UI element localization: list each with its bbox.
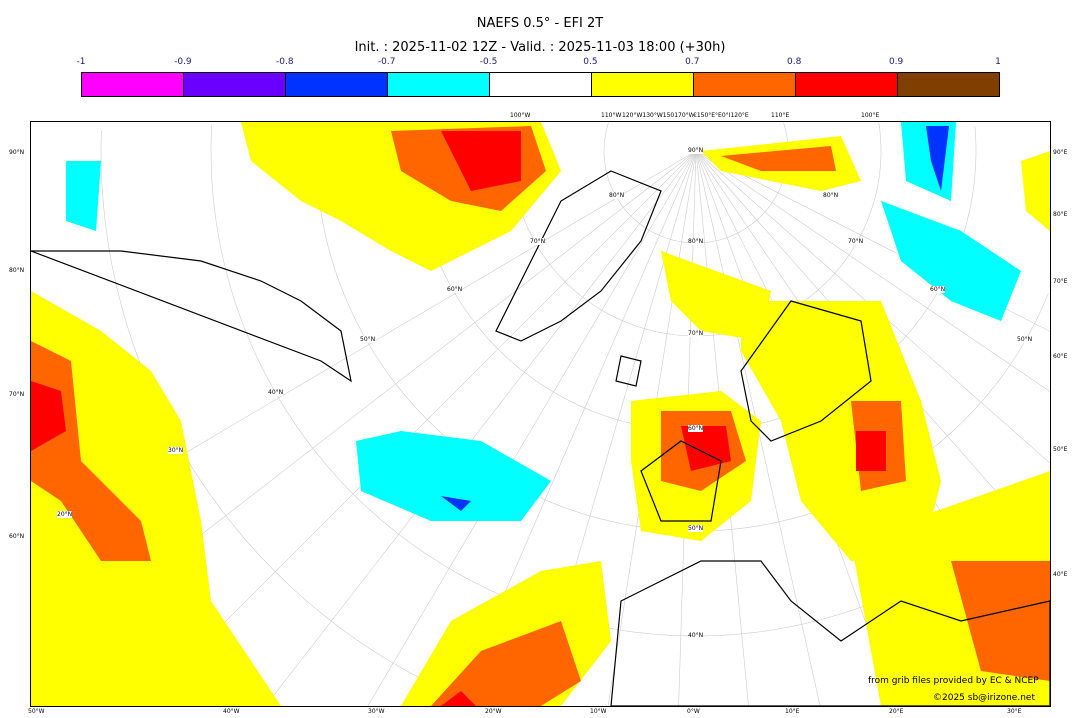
warm-anomaly-east-edge [1021, 151, 1050, 231]
colorbar-tick: 0.9 [888, 57, 904, 67]
latitude-label-inner: 50°N [1017, 336, 1033, 343]
latitude-label-left: 70°N [9, 391, 25, 398]
cold-anomaly-mid-atlantic [356, 431, 551, 521]
data-source-credit: from grib files provided by EC & NCEP [868, 676, 1039, 686]
longitude-label-top: €150°E°E0°I120°E [693, 112, 749, 119]
parallel-line [315, 124, 1049, 532]
latitude-label-left: 60°N [9, 533, 25, 540]
latitude-label-right: 70°E [1053, 278, 1068, 285]
meridian-line [140, 150, 697, 706]
warm-anomaly-west-atlantic [31, 291, 281, 706]
warm-anomaly-norwegian-sea [661, 251, 771, 341]
colorbar [81, 72, 1000, 97]
longitude-label-bottom: 0°W [687, 708, 700, 715]
colorbar-tick: 1 [995, 57, 1001, 67]
iceland-coast [615, 355, 642, 387]
latitude-label-left: 80°N [9, 267, 25, 274]
latitude-label-inner: 50°N [688, 525, 704, 532]
parallel-line [603, 122, 789, 244]
map-canvas [31, 122, 1050, 706]
latitude-label-inner: 50°N [360, 336, 376, 343]
parallel-line [878, 122, 882, 151]
warm-anomaly-canada-extreme [441, 131, 521, 191]
map-area [30, 121, 1051, 707]
colorbar-tick: -0.8 [275, 57, 294, 67]
latitude-label-inner: 40°N [688, 632, 704, 639]
latitude-label-inner: 60°N [688, 425, 704, 432]
colorbar-segment [694, 73, 796, 96]
cold-anomaly-arctic-siberia-strong [926, 126, 949, 191]
latitude-label-inner: 70°N [530, 238, 546, 245]
north-america-coast [31, 250, 352, 383]
colorbar-segment [796, 73, 898, 96]
colorbar-segment [898, 73, 999, 96]
latitude-label-inner: 20°N [57, 511, 73, 518]
longitude-label-top: 120°W130°W150170°W [622, 112, 695, 119]
cold-anomaly-west-siberia [881, 201, 1021, 321]
latitude-label-inner: 30°N [168, 447, 184, 454]
parallel-line [974, 126, 977, 151]
meridian-line [265, 150, 697, 706]
colorbar-tick: -0.5 [479, 57, 498, 67]
colorbar-segment [490, 73, 592, 96]
latitude-label-inner: 60°N [930, 286, 946, 293]
longitude-label-bottom: 20°W [485, 708, 502, 715]
latitude-label-inner: 90°N [688, 147, 704, 154]
longitude-label-bottom: 10°E [785, 708, 800, 715]
longitude-label-bottom: 40°W [223, 708, 240, 715]
colorbar-segment [286, 73, 388, 96]
colorbar-tick: 0.7 [685, 57, 700, 67]
latitude-label-inner: 80°N [688, 238, 704, 245]
latitude-label-right: 40°E [1053, 571, 1068, 578]
southern-europe-coast [610, 560, 1050, 706]
colorbar-tick: -0.9 [174, 57, 192, 67]
warm-anomaly-siberia-strong [721, 146, 836, 171]
warm-anomaly-scandinavia [741, 301, 941, 561]
parallel-line [510, 122, 882, 337]
longitude-label-top: 110°E [771, 112, 790, 119]
colorbar-tick: 0.8 [787, 57, 802, 67]
warm-anomaly-europe-extreme [856, 431, 886, 471]
warm-anomaly-turkey-strong [951, 561, 1050, 681]
longitude-label-top: 110°W [601, 112, 622, 119]
map-title: NAEFS 0.5° - EFI 2T [476, 16, 604, 31]
latitude-label-inner: 60°N [447, 286, 463, 293]
latitude-label-inner: 80°N [823, 192, 839, 199]
meridian-line [367, 150, 697, 706]
scandinavia-coast [740, 300, 872, 442]
latitude-label-right: 50°E [1053, 446, 1068, 453]
colorbar-tick: 0.5 [583, 57, 598, 67]
latitude-label-right: 60°E [1053, 353, 1068, 360]
latitude-label-inner: 70°N [848, 238, 864, 245]
map-subtitle: Init. : 2025-11-02 12Z - Valid. : 2025-1… [354, 40, 726, 55]
longitude-label-bottom: 50°W [28, 708, 45, 715]
longitude-label-bottom: 30°E [1007, 708, 1022, 715]
warm-anomaly-south-atlantic-strong [431, 621, 581, 706]
colorbar-segment [388, 73, 490, 96]
longitude-label-top: 100°E [861, 112, 880, 119]
longitude-label-bottom: 10°W [590, 708, 607, 715]
latitude-label-left: 90°N [9, 149, 25, 156]
greenland-coast [495, 170, 662, 342]
copyright: ©2025 sb@irizone.net [933, 693, 1035, 703]
meridian-line [695, 150, 1050, 392]
latitude-label-right: 80°E [1053, 211, 1068, 218]
colorbar-tick: -1 [76, 57, 86, 67]
british-isles-coast [640, 440, 722, 522]
longitude-label-bottom: 20°E [889, 708, 904, 715]
latitude-label-right: 90°E [1053, 149, 1068, 156]
longitude-label-top: 100°W [510, 112, 531, 119]
warm-anomaly-west-atlantic-extreme [31, 381, 66, 451]
longitude-label-bottom: 30°W [368, 708, 385, 715]
cold-anomaly-alaska [66, 161, 101, 231]
colorbar-tick: -0.7 [377, 57, 396, 67]
latitude-label-inner: 40°N [268, 389, 284, 396]
colorbar-segment [592, 73, 694, 96]
warm-anomaly-south-atlantic-extreme [441, 691, 476, 706]
latitude-label-inner: 70°N [688, 330, 704, 337]
latitude-label-inner: 80°N [609, 192, 625, 199]
colorbar-segment [82, 73, 184, 96]
colorbar-segment [184, 73, 286, 96]
cold-anomaly-mid-atlantic-strong [441, 496, 471, 511]
